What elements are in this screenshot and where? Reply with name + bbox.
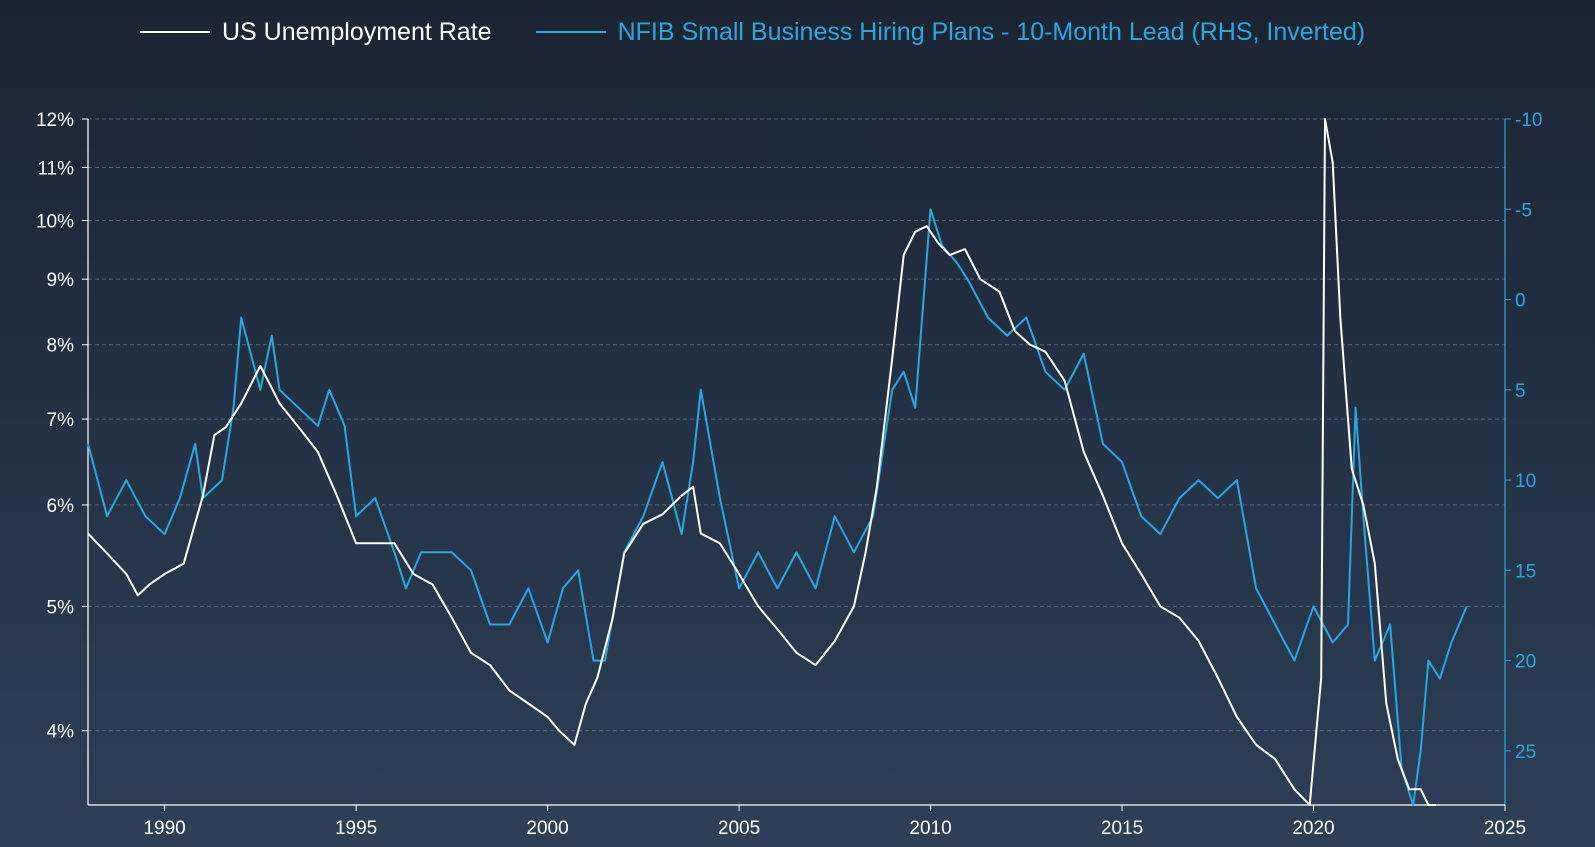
y-left-tick-label: 12% bbox=[36, 110, 74, 131]
x-tick-label: 2015 bbox=[1101, 818, 1143, 839]
legend-swatch-nfib bbox=[535, 31, 606, 33]
y-left-tick-label: 11% bbox=[37, 158, 74, 179]
y-right-tick-label: -10 bbox=[1515, 110, 1542, 131]
y-right-tick-label: 15 bbox=[1515, 561, 1536, 582]
series-line-unemployment bbox=[87, 118, 1437, 806]
y-left-tick-label: 6% bbox=[47, 496, 75, 517]
x-tick-label: 1990 bbox=[143, 818, 185, 839]
legend: US Unemployment Rate NFIB Small Business… bbox=[140, 14, 1409, 50]
y-right-tick-label: 0 bbox=[1515, 291, 1526, 312]
series-line-nfib bbox=[87, 208, 1468, 806]
x-tick-label: 2020 bbox=[1292, 818, 1334, 839]
x-tick-label: 2025 bbox=[1484, 818, 1526, 839]
x-tick-label: 1995 bbox=[335, 818, 377, 839]
legend-item-unemployment: US Unemployment Rate bbox=[140, 18, 492, 47]
legend-label-nfib: NFIB Small Business Hiring Plans - 10-Mo… bbox=[617, 17, 1366, 46]
legend-item-nfib: NFIB Small Business Hiring Plans - 10-Mo… bbox=[535, 17, 1366, 47]
gridlines bbox=[88, 118, 1505, 732]
x-tick-label: 2010 bbox=[909, 818, 951, 839]
y-right-tick-label: -5 bbox=[1515, 200, 1532, 221]
y-right-tick-label: 10 bbox=[1515, 471, 1536, 492]
x-tick-label: 2005 bbox=[718, 818, 760, 839]
y-right-tick-label: 20 bbox=[1515, 652, 1536, 673]
x-tick-label: 2000 bbox=[526, 818, 568, 839]
legend-label-unemployment: US Unemployment Rate bbox=[222, 17, 492, 46]
y-left-tick-label: 10% bbox=[36, 212, 74, 233]
series bbox=[87, 118, 1468, 806]
y-left-tick-label: 4% bbox=[47, 722, 75, 743]
y-right-tick-label: 5 bbox=[1515, 381, 1526, 402]
legend-swatch-unemployment bbox=[140, 31, 210, 33]
y-right-tick-label: 25 bbox=[1515, 742, 1536, 763]
y-left-tick-label: 5% bbox=[47, 597, 75, 618]
axes: 4%5%6%7%8%9%10%11%12% -10-505101520251990… bbox=[36, 110, 1543, 839]
y-left-tick-label: 9% bbox=[47, 270, 75, 291]
y-left-tick-label: 7% bbox=[47, 410, 75, 431]
y-left-tick-label: 8% bbox=[47, 336, 75, 357]
